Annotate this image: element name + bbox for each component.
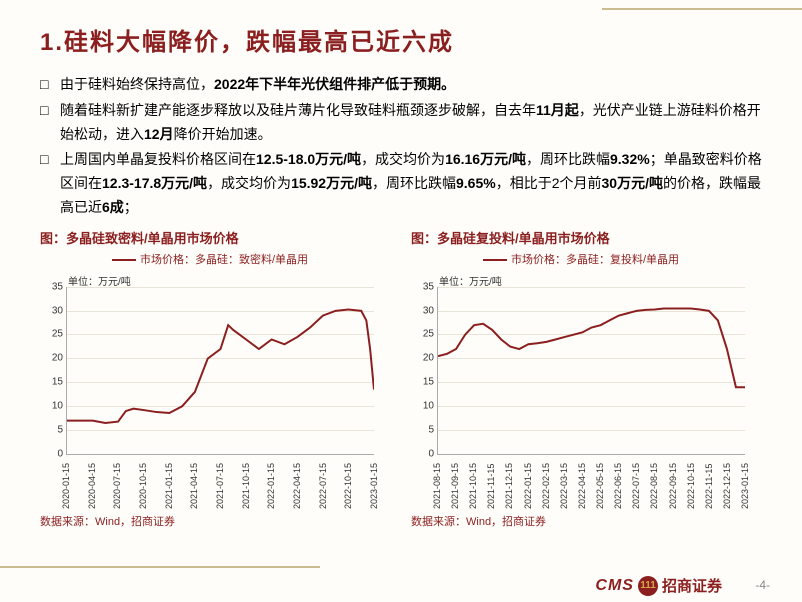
x-tick: 2022-11-15	[704, 459, 714, 509]
chart-box: 图：多晶硅复投料/单晶用市场价格市场价格：多晶硅：复投料/单晶用单位：万元/吨0…	[411, 228, 762, 529]
y-axis-label: 单位：万元/吨	[68, 273, 131, 288]
chart-source: 数据来源：Wind，招商证券	[40, 513, 391, 529]
x-tick: 2022-08-15	[649, 459, 659, 509]
y-tick: 35	[52, 281, 67, 292]
y-tick: 15	[423, 377, 438, 388]
plot-area: 05101520253035	[66, 287, 374, 455]
y-tick: 25	[423, 329, 438, 340]
x-tick: 2021-10-15	[241, 459, 251, 509]
y-tick: 35	[423, 281, 438, 292]
chart-canvas: 市场价格：多晶硅：致密料/单晶用单位：万元/吨05101520253035202…	[40, 251, 380, 511]
y-axis-label: 单位：万元/吨	[439, 273, 502, 288]
x-tick: 2021-08-15	[432, 459, 442, 509]
x-tick: 2022-07-15	[318, 459, 328, 509]
chart-line	[438, 287, 745, 454]
chart-legend: 市场价格：多晶硅：复投料/单晶用	[411, 251, 751, 267]
x-tick: 2021-04-15	[189, 459, 199, 509]
y-tick: 30	[52, 305, 67, 316]
y-tick: 25	[52, 329, 67, 340]
x-tick: 2023-01-15	[369, 459, 379, 509]
brand-logo: CMS 111 招商证券	[595, 575, 722, 596]
bullet-item: 随着硅料新扩建产能逐步释放以及硅片薄片化导致硅料瓶颈逐步破解，自去年11月起，光…	[40, 99, 762, 147]
x-tick: 2022-01-15	[523, 459, 533, 509]
decor-bottom-line	[0, 566, 320, 568]
x-tick: 2021-07-15	[215, 459, 225, 509]
x-tick: 2021-01-15	[164, 459, 174, 509]
y-tick: 30	[423, 305, 438, 316]
x-tick: 2022-04-15	[292, 459, 302, 509]
x-tick: 2020-07-15	[112, 459, 122, 509]
x-tick: 2023-01-15	[740, 459, 750, 509]
bullet-item: 由于硅料始终保持高位，2022年下半年光伏组件排产低于预期。	[40, 73, 762, 97]
y-tick: 5	[428, 424, 438, 435]
x-tick: 2022-02-15	[541, 459, 551, 509]
y-tick: 20	[52, 353, 67, 364]
slide-content: 1.硅料大幅降价，跌幅最高已近六成 由于硅料始终保持高位，2022年下半年光伏组…	[0, 0, 802, 529]
x-tick: 2022-09-15	[668, 459, 678, 509]
y-tick: 10	[423, 401, 438, 412]
decor-top-line	[602, 8, 802, 10]
x-tick: 2022-05-15	[595, 459, 605, 509]
x-tick: 2021-12-15	[504, 459, 514, 509]
x-tick: 2022-10-15	[343, 459, 353, 509]
x-tick: 2020-10-15	[138, 459, 148, 509]
y-tick: 5	[57, 424, 67, 435]
x-tick: 2022-10-15	[686, 459, 696, 509]
x-tick: 2022-07-15	[631, 459, 641, 509]
x-tick: 2022-01-15	[266, 459, 276, 509]
charts-row: 图：多晶硅致密料/单晶用市场价格市场价格：多晶硅：致密料/单晶用单位：万元/吨0…	[40, 228, 762, 529]
bullet-list: 由于硅料始终保持高位，2022年下半年光伏组件排产低于预期。随着硅料新扩建产能逐…	[40, 73, 762, 220]
page-number: -4-	[755, 578, 770, 592]
chart-canvas: 市场价格：多晶硅：复投料/单晶用单位：万元/吨05101520253035202…	[411, 251, 751, 511]
x-tick: 2021-11-15	[486, 459, 496, 509]
x-tick: 2021-10-15	[468, 459, 478, 509]
page-title: 1.硅料大幅降价，跌幅最高已近六成	[40, 22, 762, 57]
brand-text: 招商证券	[662, 575, 722, 596]
x-tick: 2022-03-15	[559, 459, 569, 509]
x-tick: 2022-12-15	[722, 459, 732, 509]
x-tick: 2022-06-15	[613, 459, 623, 509]
chart-box: 图：多晶硅致密料/单晶用市场价格市场价格：多晶硅：致密料/单晶用单位：万元/吨0…	[40, 228, 391, 529]
x-tick: 2022-04-15	[577, 459, 587, 509]
y-tick: 15	[52, 377, 67, 388]
y-tick: 10	[52, 401, 67, 412]
y-tick: 20	[423, 353, 438, 364]
cms-text: CMS	[595, 577, 634, 595]
chart-title: 图：多晶硅致密料/单晶用市场价格	[40, 228, 391, 247]
x-ticks: 2021-08-152021-09-152021-10-152021-11-15…	[437, 455, 745, 511]
plot-area: 05101520253035	[437, 287, 745, 455]
chart-legend: 市场价格：多晶硅：致密料/单晶用	[40, 251, 380, 267]
chart-title: 图：多晶硅复投料/单晶用市场价格	[411, 228, 762, 247]
chart-line	[67, 287, 374, 454]
chart-source: 数据来源：Wind，招商证券	[411, 513, 762, 529]
x-tick: 2020-04-15	[87, 459, 97, 509]
bullet-item: 上周国内单晶复投料价格区间在12.5-18.0万元/吨，成交均价为16.16万元…	[40, 148, 762, 219]
x-ticks: 2020-01-152020-04-152020-07-152020-10-15…	[66, 455, 374, 511]
x-tick: 2021-09-15	[450, 459, 460, 509]
x-tick: 2020-01-15	[61, 459, 71, 509]
logo-circle-icon: 111	[638, 576, 658, 596]
